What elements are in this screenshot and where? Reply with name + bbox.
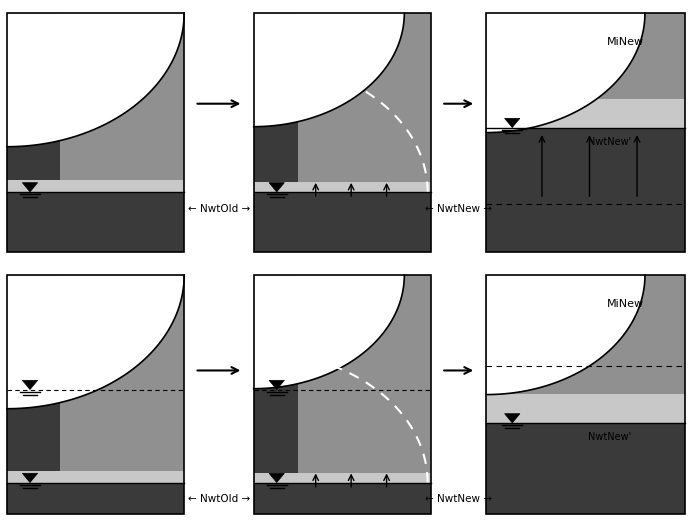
Bar xyxy=(254,275,298,473)
Bar xyxy=(254,13,431,252)
Text: ← NwtNew →: ← NwtNew → xyxy=(425,494,492,504)
Polygon shape xyxy=(22,183,38,192)
Bar xyxy=(486,99,685,127)
Text: ← NwtOld →: ← NwtOld → xyxy=(188,494,250,504)
Polygon shape xyxy=(254,13,431,127)
Text: NwtNew': NwtNew' xyxy=(588,137,631,147)
Bar xyxy=(486,275,685,394)
Bar xyxy=(254,473,431,483)
Polygon shape xyxy=(22,473,38,483)
Bar xyxy=(7,275,184,514)
Bar xyxy=(254,275,431,514)
Bar xyxy=(7,471,184,483)
Polygon shape xyxy=(505,118,520,127)
Bar xyxy=(486,394,685,423)
Polygon shape xyxy=(7,13,184,147)
Polygon shape xyxy=(269,473,284,483)
Bar xyxy=(254,182,431,192)
Text: MiNew: MiNew xyxy=(607,299,644,309)
Bar xyxy=(254,275,431,514)
Bar xyxy=(7,275,184,514)
Polygon shape xyxy=(269,183,284,192)
Bar xyxy=(486,423,685,514)
Bar xyxy=(486,127,685,252)
Polygon shape xyxy=(254,275,431,389)
Bar xyxy=(7,13,60,180)
Bar xyxy=(486,13,685,252)
Text: MiNew: MiNew xyxy=(607,37,644,47)
Bar xyxy=(486,13,685,99)
Polygon shape xyxy=(505,414,520,423)
Text: NwtNew': NwtNew' xyxy=(588,432,631,442)
Polygon shape xyxy=(269,380,284,389)
Polygon shape xyxy=(22,380,38,389)
Bar xyxy=(254,483,431,514)
Bar xyxy=(7,192,184,252)
Polygon shape xyxy=(486,13,685,133)
Bar xyxy=(254,13,298,182)
Text: ← NwtOld →: ← NwtOld → xyxy=(188,204,250,214)
Polygon shape xyxy=(7,275,184,409)
Bar xyxy=(486,275,685,514)
Text: ← NwtNew →: ← NwtNew → xyxy=(425,204,492,214)
Bar xyxy=(7,483,184,514)
Bar xyxy=(7,275,60,471)
Bar xyxy=(7,13,184,252)
Bar xyxy=(7,180,184,192)
Bar xyxy=(254,13,431,252)
Bar xyxy=(254,192,431,252)
Bar xyxy=(7,13,184,252)
Polygon shape xyxy=(486,275,685,395)
